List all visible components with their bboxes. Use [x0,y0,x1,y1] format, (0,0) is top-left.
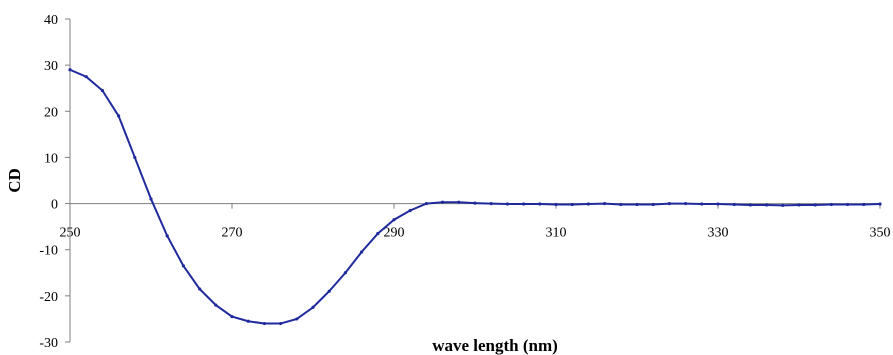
data-point [586,202,591,206]
y-tick-label: 20 [44,105,58,120]
data-point [603,201,607,206]
y-tick-label: 30 [44,59,58,74]
data-point [376,231,380,236]
y-tick-label: -30 [39,336,58,351]
data-point [408,208,412,213]
y-axis-title: CD [5,168,24,193]
data-point [846,202,850,207]
data-point [505,202,509,206]
data-point [878,202,882,206]
x-tick-label: 310 [546,226,567,241]
data-point [133,155,137,160]
y-tick-label: 0 [51,198,58,213]
y-tick-label: 10 [44,151,58,166]
x-axis-title: wave length (nm) [432,336,558,355]
data-point [441,200,445,204]
data-point [700,202,704,206]
data-point [327,289,331,293]
y-tick-label: -20 [39,290,58,305]
data-point [748,203,753,207]
data-point [262,321,266,326]
data-point [667,201,672,206]
data-point [797,203,801,207]
data-point [829,202,834,207]
data-point [765,203,769,207]
data-point [522,202,526,206]
data-point [538,202,542,206]
x-tick-label: 330 [708,226,729,241]
data-point [311,305,315,309]
data-point [117,114,121,118]
data-point [457,200,461,204]
data-point [716,202,720,206]
data-point [246,319,250,323]
data-point [343,271,347,275]
x-tick-label: 270 [222,226,243,241]
data-point [181,264,185,268]
data-point [165,234,169,238]
data-point [635,202,639,207]
data-point [295,317,299,321]
data-point [554,202,558,207]
data-point [651,202,655,207]
data-point [198,287,202,291]
data-point [84,75,88,79]
data-point [424,201,428,206]
x-tick-label: 290 [384,226,405,241]
series-line [69,68,881,325]
x-tick-label: 350 [870,226,891,241]
x-axis-ticks: 250 270 290 310 330 350 [60,203,891,241]
data-point [570,202,574,207]
data-point [732,202,736,207]
data-point [214,303,218,307]
data-point [619,202,623,207]
data-point [149,197,153,201]
data-point [230,315,234,319]
data-point [473,201,477,205]
data-points [68,68,882,326]
data-point [68,68,72,72]
data-point [684,201,688,206]
y-tick-label: -10 [39,244,58,259]
data-point [489,201,493,206]
data-point [100,88,104,93]
data-point [813,203,817,207]
data-point [392,218,396,222]
y-tick-label: 40 [44,13,58,28]
data-point [360,250,364,254]
data-point [862,202,866,207]
data-point [781,203,785,208]
data-point [279,321,283,326]
y-axis-ticks: -30 -20 -10 0 10 20 30 40 [39,13,70,351]
